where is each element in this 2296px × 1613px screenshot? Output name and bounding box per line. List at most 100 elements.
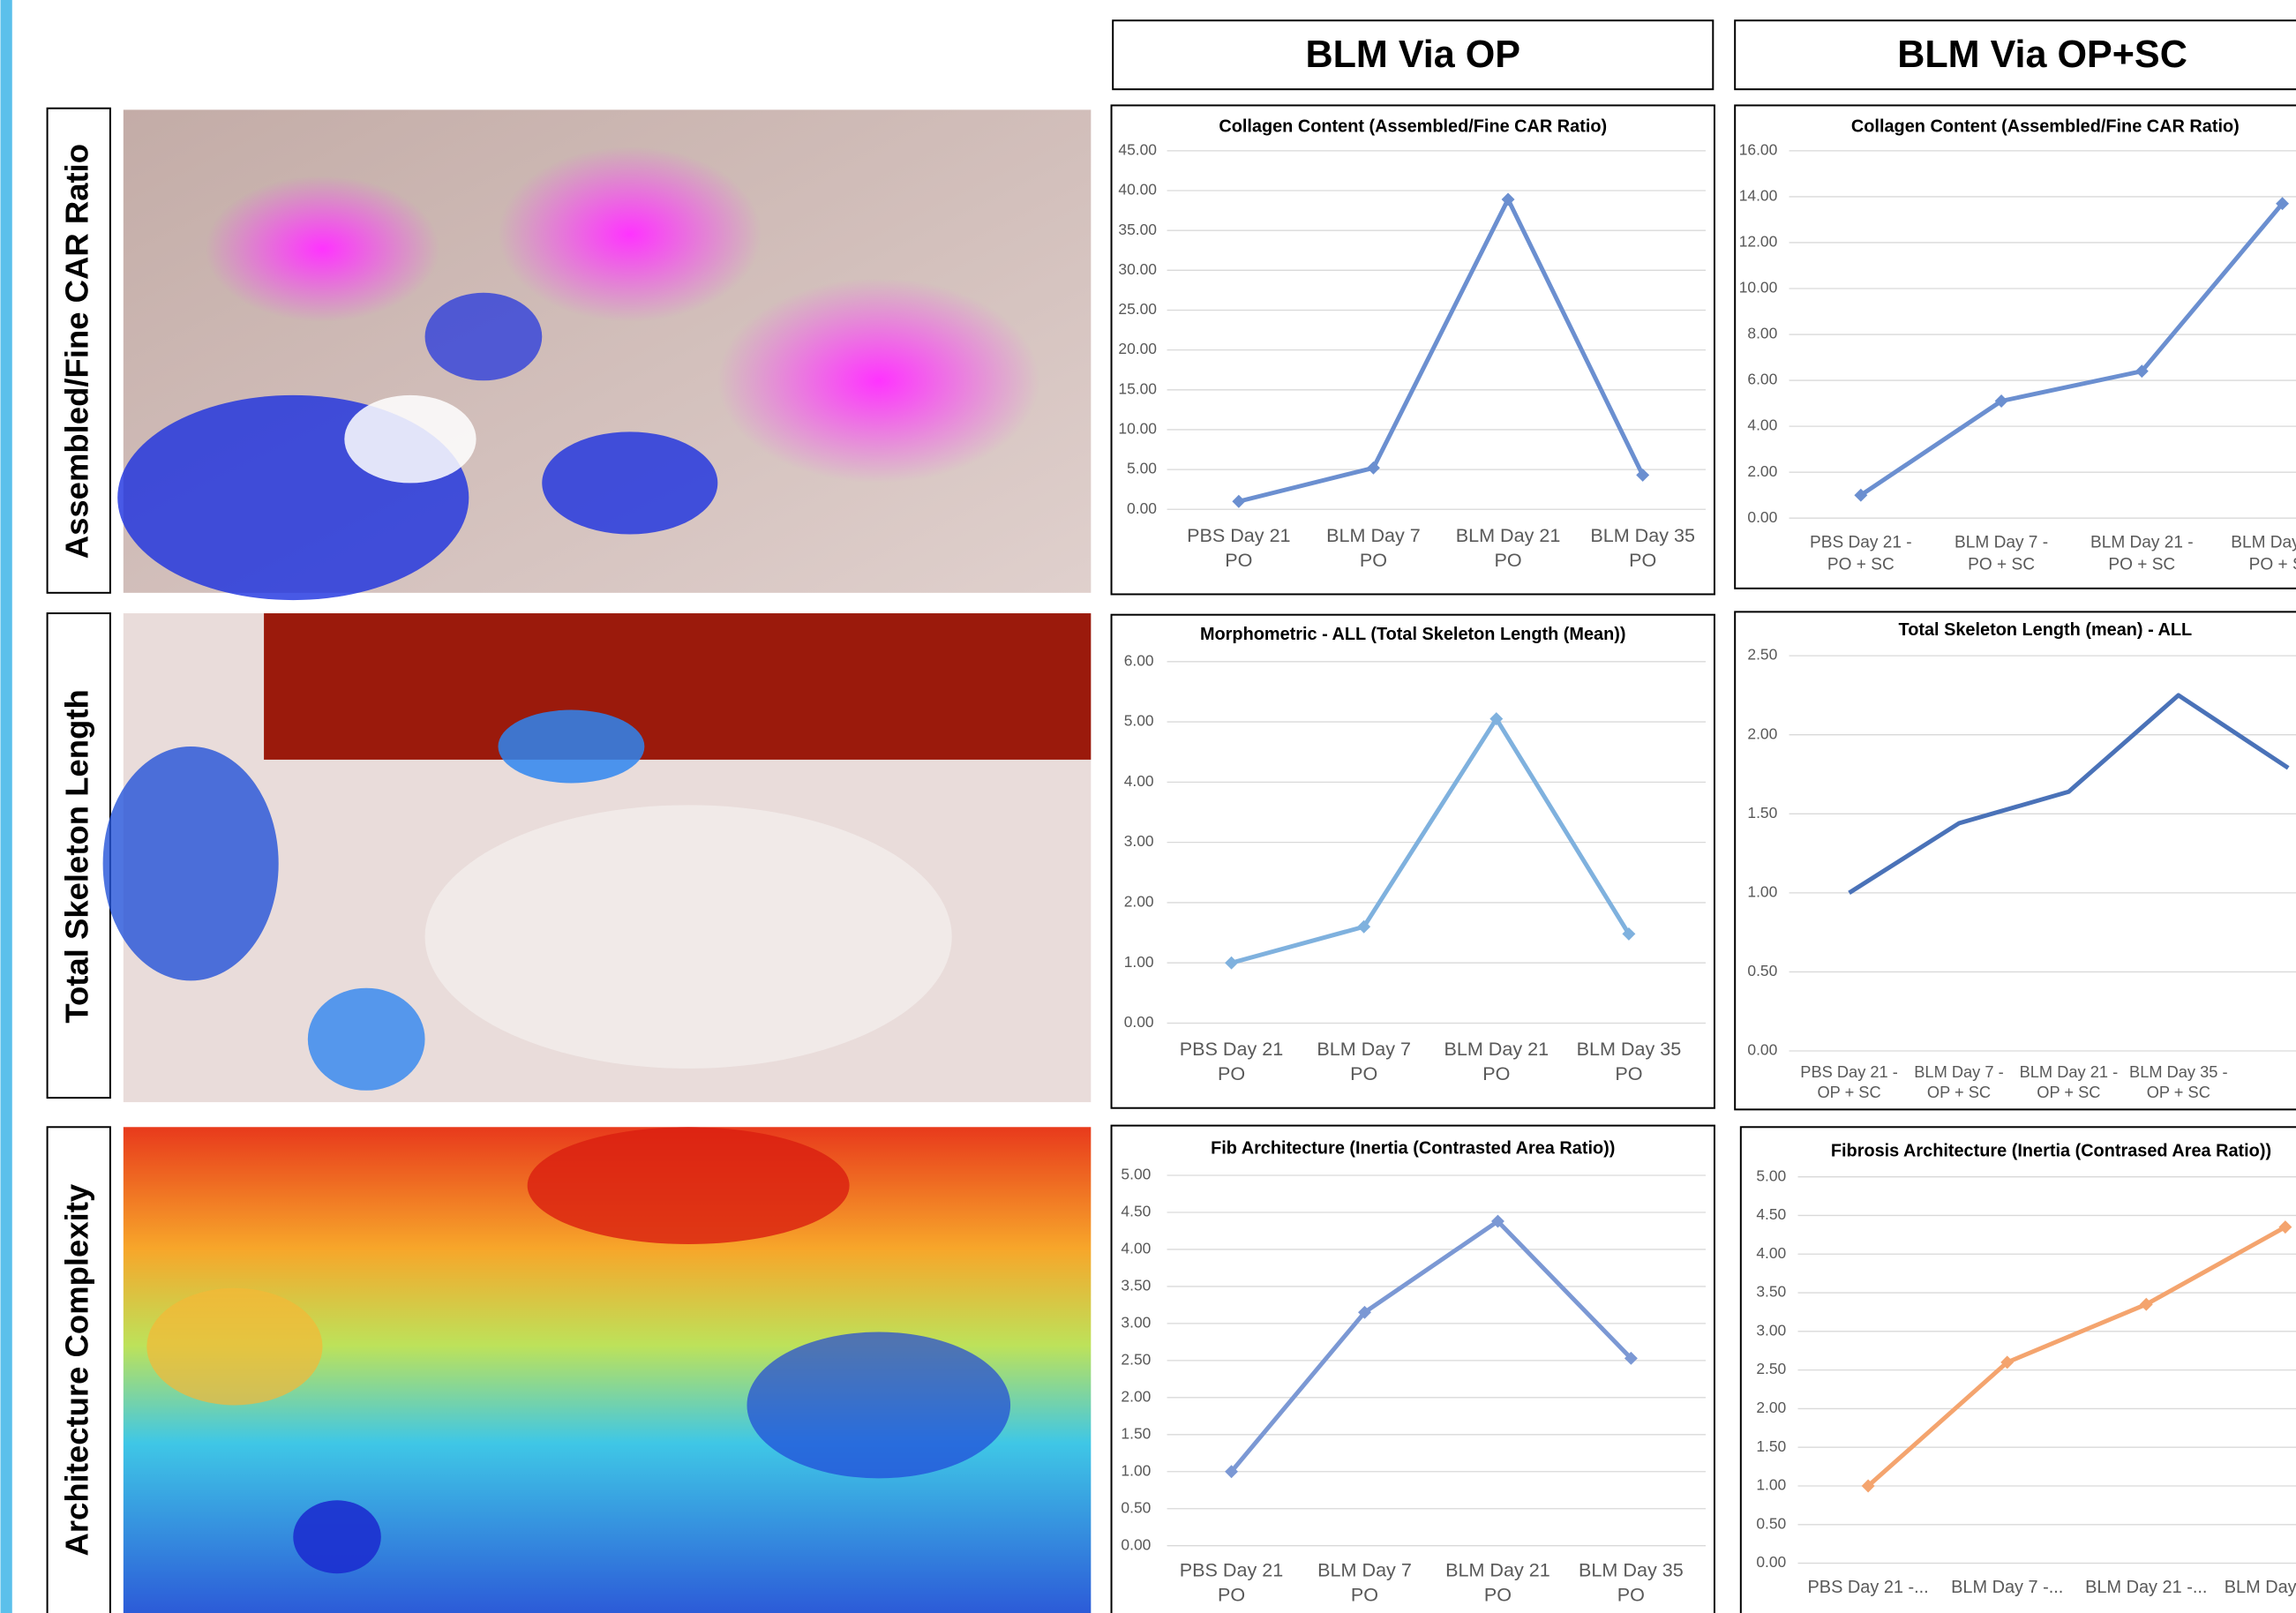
y-tick-label: 1.00 (1121, 1461, 1151, 1479)
data-point (1490, 1214, 1504, 1228)
y-tick-label: 4.00 (1747, 416, 1777, 434)
x-tick-label-box: PBS Day 21 -... (1808, 1577, 1929, 1597)
x-tick-label-box: PBS Day 21 PO (1187, 523, 1291, 571)
y-tick-label: 12.00 (1739, 233, 1778, 251)
x-tick-label-box: BLM Day 21 -... (2085, 1576, 2208, 1597)
x-tick-label-box: BLM Day 7 - PO + SC (1955, 534, 2049, 574)
chart: Total Skeleton Length (mean) - ALL 0.00 0.… (1734, 611, 2296, 1111)
column-header: BLM Via OP+SC (1897, 34, 2187, 76)
y-tick-label: 0.00 (1756, 1553, 1786, 1571)
data-line (1230, 716, 1632, 965)
y-tick-label: 3.00 (1124, 832, 1154, 850)
x-tick-label-box: BLM Day 7 PO (1317, 1038, 1412, 1084)
y-tick-label: 2.50 (1121, 1350, 1151, 1368)
y-tick-label: 0.50 (1747, 962, 1777, 979)
x-tick-label: BLM Day 7 - OP + SC (1914, 1063, 2004, 1103)
y-tick-label: 0.50 (1756, 1514, 1786, 1532)
data-point (1501, 192, 1515, 206)
micrograph (117, 109, 1092, 601)
x-tick-label: BLM Day 7 - PO + SC (1955, 534, 2049, 574)
y-tick-label: 2.00 (1124, 893, 1154, 911)
x-tick-label-box: BLM Day 35 PO (1579, 1558, 1684, 1606)
data-point (1366, 461, 1380, 475)
y-tick-label: 0.00 (1747, 508, 1777, 526)
data-point (2139, 1297, 2153, 1311)
x-tick-label-box: PBS Day 21 - OP + SC (1800, 1063, 1898, 1103)
x-tick-label-box: PBS Day 21 PO (1180, 1038, 1283, 1084)
chart-frame (1110, 613, 1715, 1109)
x-tick-label: PBS Day 21 PO (1187, 523, 1291, 571)
x-tick-label-box: BLM Day 7 -... (1951, 1577, 2063, 1597)
x-tick-label: BLM Day 7 PO (1317, 1038, 1412, 1084)
x-tick-label: BLM Day 35 -... (2224, 1576, 2296, 1597)
x-tick-label: BLM Day 21 -... (2085, 1576, 2208, 1597)
y-tick-label: 2.50 (1747, 646, 1777, 664)
chart-title: Fibrosis Architecture (Inertia (Contrase… (1831, 1142, 2271, 1161)
heatmap (123, 1127, 1092, 1613)
chart-title: Collagen Content (Assembled/Fine CAR Rat… (1851, 117, 2240, 137)
data-line (1866, 1225, 2287, 1488)
y-tick-label: 1.50 (1121, 1424, 1151, 1442)
x-tick-label-box: PBS Day 21 - PO + SC (1810, 534, 1912, 574)
header-box (1112, 19, 1714, 91)
y-tick-label: 14.00 (1739, 186, 1778, 204)
x-tick-label-box: BLM Day 21 - OP + SC (2019, 1063, 2119, 1103)
x-tick-label: BLM Day 35 PO (1576, 1038, 1682, 1084)
x-tick-label: BLM Day 35 - OP + SC (2129, 1063, 2228, 1103)
x-tick-label: PBS Day 21 - OP + SC (1800, 1063, 1898, 1103)
y-tick-label: 3.00 (1756, 1321, 1786, 1339)
x-tick-label: BLM Day 21 PO (1445, 1558, 1550, 1606)
x-tick-label: BLM Day 7 PO (1317, 1558, 1412, 1606)
chart: Morphometric - ALL (Total Skeleton Lengt… (1110, 613, 1715, 1109)
y-tick-label: 4.50 (1121, 1203, 1151, 1220)
y-tick-label: 3.00 (1121, 1313, 1151, 1331)
chart-frame (1110, 1124, 1715, 1613)
y-tick-label: 4.50 (1756, 1205, 1786, 1223)
data-point (1232, 494, 1246, 508)
y-tick-label: 2.00 (1756, 1399, 1786, 1416)
y-tick-label: 3.50 (1756, 1283, 1786, 1301)
x-tick-label-box: BLM Day 21 - PO + SC (2090, 534, 2194, 574)
data-line (1229, 1219, 1633, 1474)
y-tick-label: 5.00 (1756, 1167, 1786, 1184)
y-tick-label: 15.00 (1118, 379, 1157, 397)
y-tick-label: 6.00 (1124, 651, 1154, 669)
x-tick-label: PBS Day 21 - PO + SC (1810, 534, 1912, 574)
row-label-box (46, 107, 111, 594)
y-tick-label: 5.00 (1127, 460, 1157, 477)
y-tick-label: 0.00 (1127, 499, 1157, 517)
x-tick-label: BLM Day 21 - OP + SC (2019, 1063, 2119, 1103)
y-tick-label: 8.00 (1747, 325, 1777, 342)
x-tick-label-box: BLM Day 7 PO (1326, 524, 1421, 571)
data-point (1358, 1305, 1371, 1319)
y-tick-label: 4.00 (1124, 772, 1154, 790)
data-point (1225, 1465, 1239, 1479)
data-point (1994, 394, 2008, 408)
y-tick-label: 4.00 (1121, 1240, 1151, 1257)
column-header: BLM Via OP (1305, 34, 1520, 76)
x-tick-label-box: BLM Day 7 - OP + SC (1914, 1063, 2004, 1103)
y-tick-label: 35.00 (1118, 221, 1157, 238)
x-tick-label: PBS Day 21 PO (1179, 1558, 1284, 1606)
y-tick-label: 5.00 (1121, 1166, 1151, 1183)
x-tick-label: BLM Day 35 PO (1579, 1558, 1684, 1606)
y-tick-label: 6.00 (1747, 371, 1777, 388)
data-point (1636, 468, 1650, 482)
y-tick-label: 2.00 (1747, 724, 1777, 742)
data-point (1861, 1479, 1875, 1493)
row-label-box (46, 1126, 111, 1613)
data-line (1859, 202, 2285, 498)
row-label: Total Skeleton Length (59, 689, 95, 1023)
x-tick-label: BLM Day 35 - PO + SC (2231, 534, 2296, 574)
y-tick-label: 0.00 (1124, 1013, 1154, 1031)
y-tick-label: 0.00 (1747, 1041, 1777, 1059)
chart-title: Total Skeleton Length (mean) - ALL (1899, 620, 2193, 640)
y-tick-label: 0.50 (1121, 1498, 1151, 1516)
y-tick-label: 25.00 (1118, 300, 1157, 318)
row-label: Assembled/Fine CAR Ratio (59, 144, 95, 559)
x-tick-label-box: BLM Day 35 - OP + SC (2129, 1063, 2228, 1103)
chart-title: Morphometric - ALL (Total Skeleton Lengt… (1200, 625, 1626, 644)
chart: Collagen Content (Assembled/Fine CAR Rat… (1734, 104, 2296, 589)
